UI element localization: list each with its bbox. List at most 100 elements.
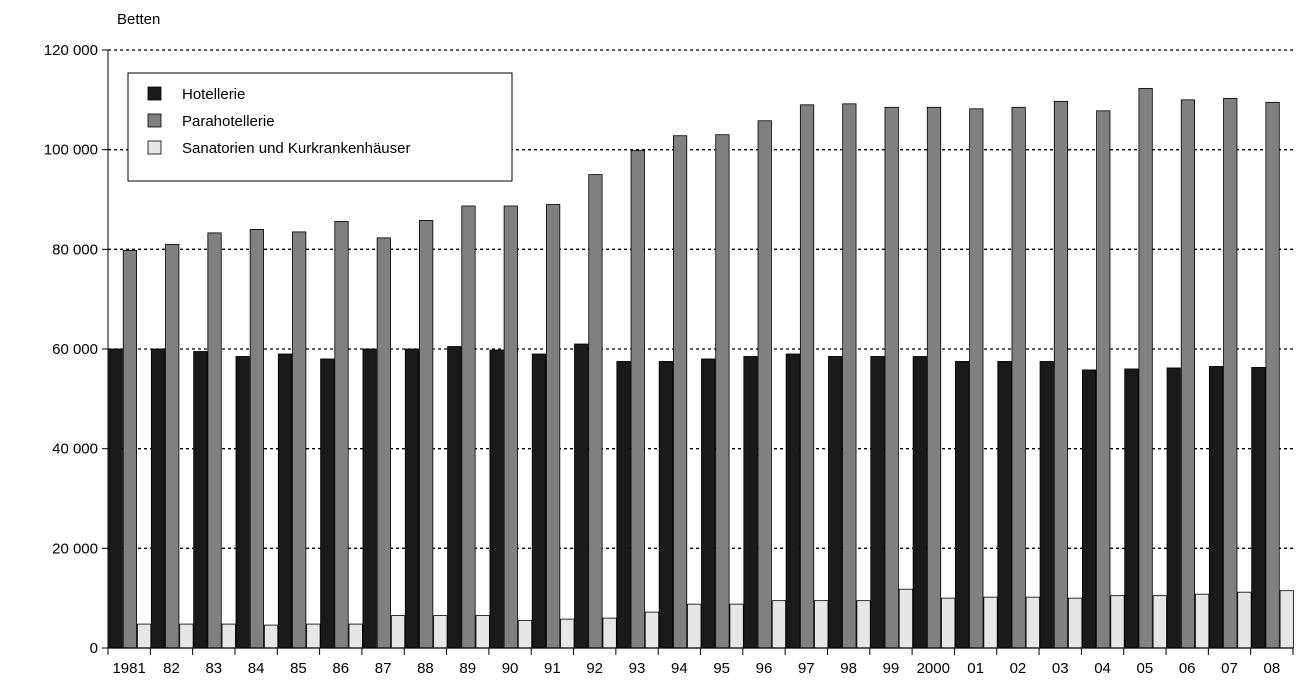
- bar-hotellerie-08: [1251, 367, 1266, 649]
- bar-parahotellerie-07: [1223, 97, 1238, 649]
- bar-parahotellerie-08: [1265, 101, 1280, 649]
- y-tick-label: 100 000: [44, 142, 98, 159]
- x-tick-label: 06: [1179, 660, 1196, 677]
- bar-hotellerie-1981: [108, 348, 123, 649]
- x-tick-label: 99: [883, 660, 900, 677]
- x-tick-label: 92: [586, 660, 603, 677]
- x-tick-label: 90: [502, 660, 519, 677]
- bar-hotellerie-99: [870, 356, 885, 649]
- bar-sanatorien-und-kurkrankenh-user-05: [1152, 595, 1167, 649]
- bar-sanatorien-und-kurkrankenh-user-85: [306, 623, 321, 649]
- y-ticks: 0 20 000 40 000 60 000 80 000 100 000 120 000: [44, 42, 108, 657]
- bar-hotellerie-04: [1081, 369, 1097, 649]
- bar-parahotellerie-2000: [926, 106, 942, 649]
- bar-sanatorien-und-kurkrankenh-user-87: [390, 615, 406, 649]
- y-tick-label: 80 000: [52, 241, 98, 258]
- bar-hotellerie-92: [574, 343, 589, 649]
- y-tick-label: 0: [90, 640, 98, 657]
- bar-hotellerie-94: [658, 361, 673, 649]
- bar-parahotellerie-87: [376, 237, 391, 649]
- bar-parahotellerie-98: [842, 103, 857, 649]
- bar-hotellerie-03: [1039, 361, 1054, 649]
- bar-parahotellerie-89: [461, 205, 476, 649]
- bar-hotellerie-05: [1124, 368, 1139, 649]
- bar-hotellerie-91: [531, 353, 547, 649]
- bar-sanatorien-und-kurkrankenh-user-89: [475, 615, 490, 649]
- x-ticks: 1981 82 83 84 85 86 87 88 89 90 91 92 93 94 95 96 97 98 99…: [107, 648, 1294, 677]
- x-tick-label: 1981: [112, 660, 145, 677]
- bar-hotellerie-82: [150, 348, 166, 649]
- bar-hotellerie-90: [489, 349, 504, 649]
- bar-parahotellerie-91: [546, 204, 561, 649]
- x-tick-label: 2000: [917, 660, 950, 677]
- x-tick-label: 85: [290, 660, 307, 677]
- bar-hotellerie-2000: [912, 356, 927, 649]
- x-tick-label: 82: [163, 660, 180, 677]
- x-tick-label: 03: [1052, 660, 1069, 677]
- bar-sanatorien-und-kurkrankenh-user-01: [983, 596, 998, 649]
- bar-sanatorien-und-kurkrankenh-user-07: [1237, 591, 1252, 649]
- legend: Hotellerie Parahotellerie Sanatorien und K…: [127, 72, 513, 182]
- bar-sanatorien-und-kurkrankenh-user-92: [602, 617, 617, 649]
- x-tick-label: 07: [1221, 660, 1238, 677]
- bar-hotellerie-06: [1166, 367, 1181, 649]
- legend-label: Sanatorien und Kurkrankenhäuser: [182, 140, 411, 157]
- x-tick-label: 94: [671, 660, 688, 677]
- bar-parahotellerie-82: [165, 243, 180, 649]
- bar-parahotellerie-97: [799, 104, 815, 649]
- bar-hotellerie-07: [1208, 366, 1224, 649]
- x-tick-label: 96: [756, 660, 773, 677]
- bar-hotellerie-88: [404, 348, 420, 649]
- bar-parahotellerie-02: [1011, 106, 1026, 649]
- bar-sanatorien-und-kurkrankenh-user-88: [433, 615, 448, 649]
- y-tick-label: 20 000: [52, 540, 98, 557]
- bar-hotellerie-01: [955, 361, 970, 649]
- bar-sanatorien-und-kurkrankenh-user-94: [687, 603, 702, 649]
- bar-hotellerie-83: [193, 351, 208, 649]
- bar-hotellerie-87: [362, 348, 377, 649]
- bar-hotellerie-93: [616, 361, 631, 649]
- bar-sanatorien-und-kurkrankenh-user-06: [1195, 593, 1210, 649]
- x-tick-label: 04: [1094, 660, 1111, 677]
- bar-sanatorien-und-kurkrankenh-user-96: [771, 600, 787, 649]
- legend-label: Parahotellerie: [182, 113, 275, 130]
- bar-parahotellerie-96: [757, 120, 772, 649]
- x-tick-label: 89: [459, 660, 476, 677]
- bar-hotellerie-95: [701, 358, 716, 649]
- bar-sanatorien-und-kurkrankenh-user-82: [179, 623, 194, 649]
- x-tick-label: 95: [713, 660, 730, 677]
- bar-parahotellerie-01: [969, 108, 984, 649]
- y-axis-label: Betten: [117, 11, 160, 28]
- bar-parahotellerie-85: [292, 231, 307, 649]
- bar-parahotellerie-05: [1138, 87, 1153, 649]
- bar-parahotellerie-95: [715, 134, 730, 649]
- x-tick-label: 84: [248, 660, 265, 677]
- x-tick-label: 08: [1263, 660, 1280, 677]
- bar-parahotellerie-93: [630, 150, 645, 649]
- bar-sanatorien-und-kurkrankenh-user-84: [263, 624, 279, 649]
- bar-parahotellerie-86: [334, 221, 349, 649]
- bar-parahotellerie-83: [207, 232, 222, 649]
- bar-parahotellerie-04: [1096, 110, 1111, 649]
- bar-sanatorien-und-kurkrankenh-user-03: [1068, 597, 1083, 649]
- bar-parahotellerie-90: [503, 205, 518, 649]
- bar-sanatorien-und-kurkrankenh-user-93: [644, 611, 660, 649]
- x-tick-label: 01: [967, 660, 984, 677]
- y-tick-label: 40 000: [52, 441, 98, 458]
- legend-swatch: [147, 86, 162, 101]
- legend-box: [127, 72, 513, 182]
- bar-hotellerie-98: [828, 356, 843, 649]
- y-tick-label: 120 000: [44, 42, 98, 59]
- bar-parahotellerie-99: [884, 106, 899, 649]
- bar-sanatorien-und-kurkrankenh-user-2000: [941, 597, 956, 649]
- legend-swatch: [147, 140, 162, 155]
- x-tick-label: 93: [629, 660, 646, 677]
- x-tick-label: 88: [417, 660, 434, 677]
- bar-hotellerie-02: [997, 361, 1012, 649]
- bar-sanatorien-und-kurkrankenh-user-83: [221, 623, 236, 649]
- bar-sanatorien-und-kurkrankenh-user-08: [1279, 590, 1294, 649]
- x-tick-label: 02: [1010, 660, 1027, 677]
- bar-parahotellerie-84: [249, 228, 264, 649]
- bar-parahotellerie-88: [419, 220, 434, 649]
- bar-hotellerie-86: [320, 358, 335, 649]
